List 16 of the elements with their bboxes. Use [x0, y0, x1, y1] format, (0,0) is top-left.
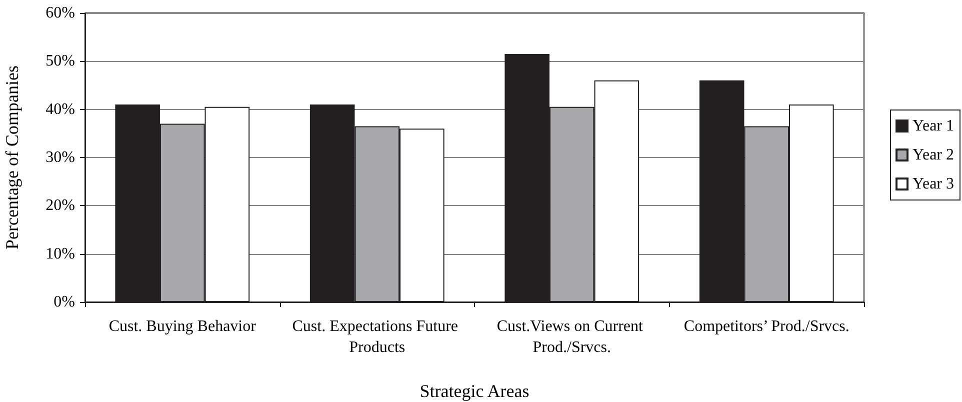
y-tick-label: 0%: [54, 294, 75, 310]
y-axis-title: Percentage of Companies: [2, 66, 22, 250]
y-tick-label: 30%: [46, 149, 75, 166]
y-tick-label: 40%: [46, 100, 75, 118]
y-tick-label: 60%: [46, 4, 75, 22]
y-tick-label: 10%: [46, 245, 75, 262]
x-tick-label: Competitors’ Prod./Srvcs.: [684, 318, 850, 335]
legend-label: Year 3: [912, 176, 954, 192]
y-tick-label: 50%: [46, 52, 75, 70]
legend-label: Year 2: [912, 146, 954, 164]
x-tick-label: Cust. Expectations Future Products: [292, 318, 462, 356]
x-tick-label: Cust.Views on Current Prod./Srvcs.: [496, 318, 647, 356]
y-tick-label: 20%: [46, 197, 75, 214]
legend-label: Year 1: [912, 118, 954, 134]
x-axis-title: Strategic Areas: [420, 381, 530, 401]
x-tick-label: Cust. Buying Behavior: [108, 318, 257, 335]
